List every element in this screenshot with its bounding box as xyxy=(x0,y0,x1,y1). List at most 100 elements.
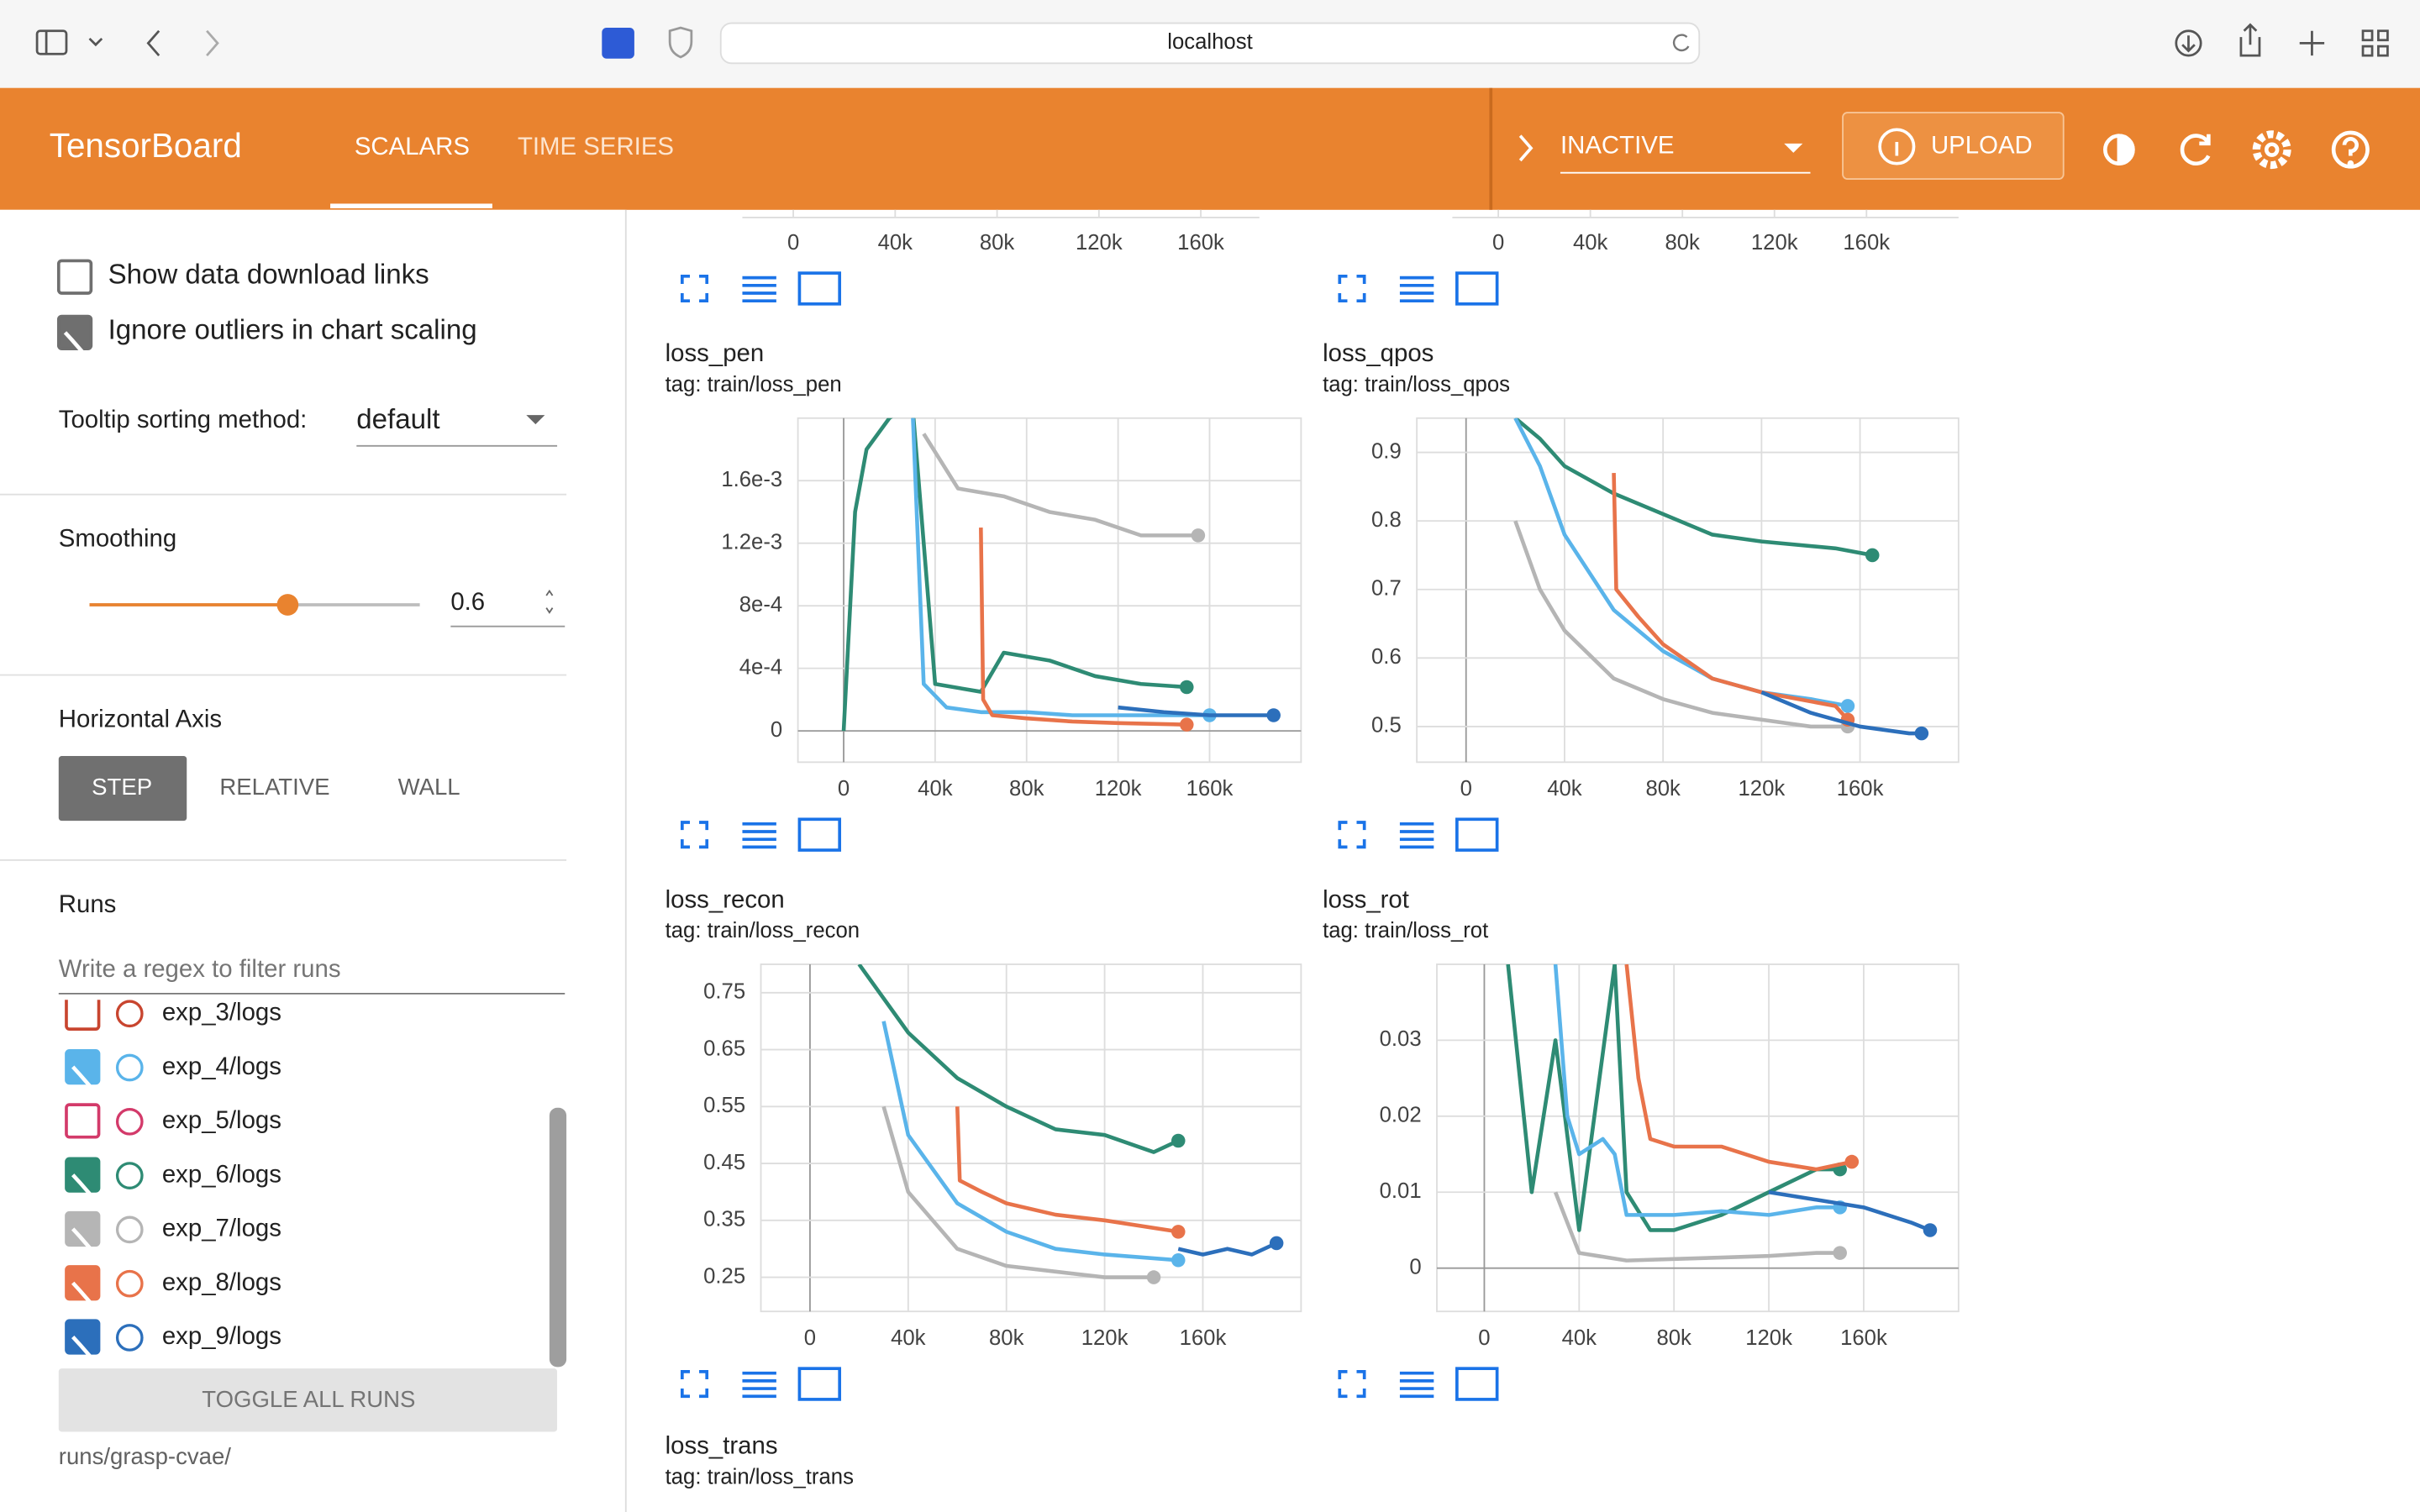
series-line xyxy=(1553,1191,1840,1263)
series-end xyxy=(1180,680,1194,695)
fullscreen-icon[interactable] xyxy=(681,1370,709,1399)
plot-frame xyxy=(1436,963,1960,1313)
axis-option[interactable]: STEP xyxy=(92,774,152,800)
toggle-log-icon[interactable] xyxy=(1399,276,1434,302)
chart-title: loss_trans xyxy=(666,1432,778,1460)
chart-actions xyxy=(681,1367,842,1401)
x-tick-label: 160k xyxy=(1186,777,1234,801)
toggle-log-icon[interactable] xyxy=(742,822,776,849)
fit-domain-icon[interactable] xyxy=(1455,1367,1499,1401)
tooltip-select[interactable]: default xyxy=(356,404,439,435)
option-label: Show data download links xyxy=(108,260,429,291)
series-line xyxy=(955,1106,1179,1234)
x-tick-label: 120k xyxy=(1745,1326,1792,1350)
toggle-log-icon[interactable] xyxy=(1399,822,1434,849)
smoothing-label: Smoothing xyxy=(59,525,176,553)
checkbox[interactable] xyxy=(65,1265,101,1301)
checkbox[interactable] xyxy=(65,1103,101,1139)
fit-domain-icon[interactable] xyxy=(797,271,842,306)
checkbox[interactable] xyxy=(65,1319,101,1355)
x-tick-label: 40k xyxy=(878,231,913,255)
x-tick-label: 80k xyxy=(980,231,1015,255)
tab[interactable]: TIME SERIES xyxy=(518,133,674,160)
y-tick-label: 0.75 xyxy=(703,980,745,1004)
fullscreen-icon[interactable] xyxy=(1338,274,1366,302)
fit-domain-icon[interactable] xyxy=(797,1367,842,1401)
checkbox[interactable] xyxy=(65,1210,101,1247)
chart-title: loss_recon xyxy=(666,885,785,913)
checkmark xyxy=(63,331,87,357)
chart-actions xyxy=(681,271,842,306)
x-tick-label: 120k xyxy=(1739,777,1786,801)
run-color xyxy=(115,1269,144,1298)
fit-domain-icon[interactable] xyxy=(1455,271,1499,306)
series-end xyxy=(1171,1252,1186,1268)
fit-domain-icon[interactable] xyxy=(1455,817,1499,852)
axis-button-selected[interactable] xyxy=(58,756,187,822)
chart-actions xyxy=(1338,817,1499,852)
fullscreen-icon[interactable] xyxy=(681,821,709,849)
smoothing-input[interactable]: 0.6 xyxy=(450,588,485,616)
slider-thumb[interactable] xyxy=(276,594,299,616)
x-tick-label: 80k xyxy=(1009,777,1044,801)
x-tick-label: 160k xyxy=(1180,1326,1227,1350)
series-line xyxy=(911,417,1210,717)
spinner[interactable] xyxy=(545,589,554,614)
scrollbar[interactable] xyxy=(549,1107,567,1368)
x-tick-label: 0 xyxy=(1460,777,1472,801)
y-tick-label: 0.35 xyxy=(703,1208,745,1231)
series-line xyxy=(1553,963,1840,1217)
series-line xyxy=(1624,963,1853,1172)
toggle-log-icon[interactable] xyxy=(742,276,776,302)
reload-icon[interactable] xyxy=(1672,34,1690,52)
series-end xyxy=(1923,1223,1938,1237)
series-line xyxy=(857,963,1180,1154)
header-icons[interactable] xyxy=(2103,130,2370,170)
axis-label: Horizontal Axis xyxy=(59,706,222,733)
url-bar[interactable] xyxy=(719,22,1701,65)
fullscreen-icon[interactable] xyxy=(1338,821,1366,849)
run-name: exp_6/logs xyxy=(162,1160,281,1188)
reload-status[interactable]: INACTIVE xyxy=(1560,131,1674,159)
checkbox[interactable] xyxy=(56,314,93,350)
browser-icons xyxy=(35,23,2389,57)
y-tick-label: 0 xyxy=(1409,1255,1421,1278)
series-line xyxy=(1506,963,1840,1232)
toggle-button[interactable] xyxy=(58,1368,558,1432)
run-name: exp_3/logs xyxy=(162,999,281,1026)
y-tick-label: 0.55 xyxy=(703,1094,745,1117)
series-end xyxy=(1844,1154,1860,1169)
extension-icon[interactable] xyxy=(602,28,634,59)
toggle-log-icon[interactable] xyxy=(742,1371,776,1399)
fit-domain-icon[interactable] xyxy=(797,817,842,852)
x-tick-label: 160k xyxy=(1837,777,1884,801)
checkbox[interactable] xyxy=(56,259,93,295)
tab[interactable]: SCALARS xyxy=(355,133,470,160)
series-line xyxy=(922,433,1198,538)
fullscreen-icon[interactable] xyxy=(681,274,709,302)
y-tick-label: 1.2e-3 xyxy=(721,530,782,554)
series-line xyxy=(881,1105,1155,1279)
y-tick-label: 0.01 xyxy=(1380,1179,1422,1203)
chevron[interactable] xyxy=(1518,134,1534,162)
plot xyxy=(841,417,1281,732)
tab-indicator xyxy=(330,203,492,208)
axis-option[interactable]: RELATIVE xyxy=(219,774,329,800)
series-line xyxy=(1513,417,1873,558)
series-end xyxy=(1180,717,1194,732)
fullscreen-icon[interactable] xyxy=(1338,1370,1366,1399)
x-tick-label: 40k xyxy=(918,777,953,801)
checkbox[interactable] xyxy=(65,1048,101,1085)
filter-input[interactable]: Write a regex to filter runs xyxy=(59,955,341,983)
plot-frame xyxy=(797,417,1302,764)
x-tick-label: 120k xyxy=(1751,231,1798,255)
checkbox[interactable] xyxy=(65,997,101,1031)
y-tick-label: 0.02 xyxy=(1380,1104,1422,1127)
toggle-log-icon[interactable] xyxy=(1399,1371,1434,1399)
checkbox[interactable] xyxy=(65,1157,101,1193)
x-tick-label: 120k xyxy=(1081,1326,1128,1350)
x-tick-label: 0 xyxy=(838,777,850,801)
axis-option[interactable]: WALL xyxy=(398,774,460,800)
chart-tag: tag: train/loss_qpos xyxy=(1323,373,1510,396)
